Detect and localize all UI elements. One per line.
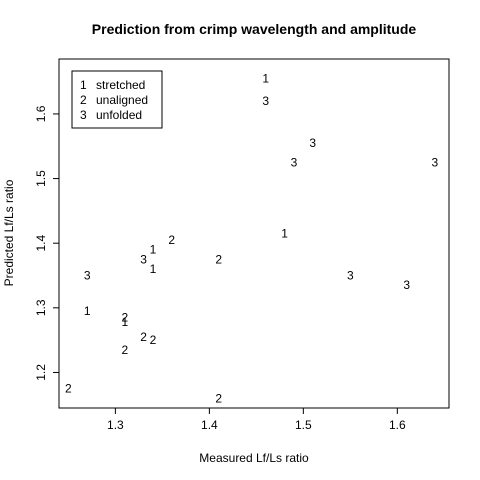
y-axis: 1.2 1.3 1.4 1.5 1.6 [34, 105, 59, 381]
chart-title: Prediction from crimp wavelength and amp… [92, 21, 417, 37]
point-group-2: 2 [150, 333, 157, 347]
point-group-1: 1 [150, 243, 157, 257]
legend-box [71, 70, 163, 129]
legend-label-stretched: stretched [96, 78, 145, 92]
point-group-3: 3 [84, 269, 91, 283]
point-group-1: 1 [281, 227, 288, 241]
legend-symbol-2: 2 [80, 93, 87, 107]
legend-label-unaligned: unaligned [96, 93, 148, 107]
y-tick-label: 1.2 [34, 364, 48, 381]
point-group-2: 2 [121, 311, 128, 325]
y-tick-label: 1.6 [34, 105, 48, 122]
point-group-3: 3 [140, 252, 147, 266]
x-tick-label: 1.3 [107, 418, 124, 432]
point-group-2: 2 [215, 391, 222, 405]
x-axis: 1.3 1.4 1.5 1.6 [107, 408, 406, 432]
legend: 1 stretched 2 unaligned 3 unfolded [71, 70, 163, 129]
point-group-1: 1 [121, 315, 128, 329]
point-group-3: 3 [432, 155, 439, 169]
point-group-2: 2 [168, 233, 175, 247]
y-tick-label: 1.3 [34, 299, 48, 316]
point-group-3: 3 [309, 136, 316, 150]
point-group-3: 3 [347, 269, 354, 283]
y-tick-label: 1.4 [34, 235, 48, 252]
legend-symbol-3: 3 [80, 108, 87, 122]
legend-symbol-1: 1 [80, 78, 87, 92]
point-group-1: 1 [150, 262, 157, 276]
point-group-2: 2 [121, 343, 128, 357]
point-group-2: 2 [65, 382, 72, 396]
legend-label-unfolded: unfolded [96, 108, 142, 122]
y-axis-label: Predicted Lf/Ls ratio [2, 179, 16, 286]
point-group-2: 2 [140, 330, 147, 344]
plot-frame [58, 58, 450, 409]
x-tick-label: 1.4 [201, 418, 218, 432]
point-group-1: 1 [84, 304, 91, 318]
point-group-1: 1 [262, 71, 269, 85]
x-axis-label: Measured Lf/Ls ratio [199, 451, 309, 465]
point-group-3: 3 [291, 155, 298, 169]
point-group-2: 2 [215, 252, 222, 266]
point-group-3: 3 [262, 94, 269, 108]
point-group-3: 3 [403, 278, 410, 292]
y-tick-label: 1.5 [34, 170, 48, 187]
x-tick-label: 1.5 [295, 418, 312, 432]
x-tick-label: 1.6 [389, 418, 406, 432]
